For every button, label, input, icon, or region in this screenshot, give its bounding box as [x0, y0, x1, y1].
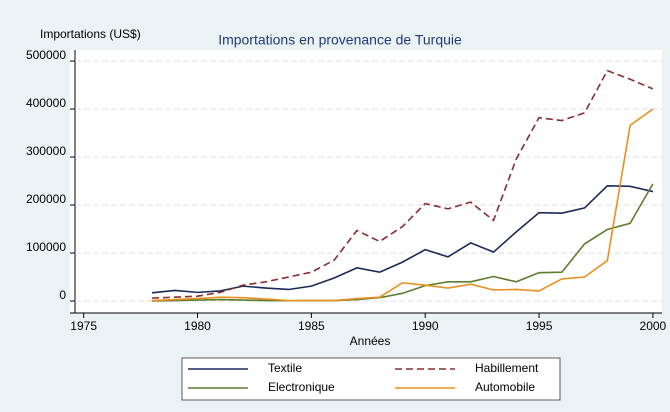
y-tick-label: 100000: [26, 240, 66, 254]
y-tick-label: 400000: [26, 96, 66, 110]
x-tick-label: 1990: [412, 319, 439, 333]
legend-label: Electronique: [268, 380, 335, 394]
y-axis-label: Importations (US$): [40, 27, 141, 41]
x-axis-label: Années: [350, 334, 391, 348]
x-tick-label: 1975: [70, 319, 97, 333]
x-tick-label: 1985: [298, 319, 325, 333]
x-tick-label: 1980: [184, 319, 211, 333]
legend-label: Habillement: [475, 361, 539, 375]
legend: [181, 357, 561, 401]
series-line: [151, 108, 654, 302]
y-tick-label: 300000: [26, 144, 66, 158]
legend-label: Automobile: [475, 380, 535, 394]
y-tick-label: 500000: [26, 48, 66, 62]
legend-label: Textile: [268, 361, 302, 375]
series-line: [151, 185, 654, 294]
y-tick-label: 200000: [26, 192, 66, 206]
series-line: [151, 183, 654, 302]
y-tick-label: 0: [59, 288, 66, 302]
plot-area: [70, 50, 662, 313]
x-tick-label: 1995: [526, 319, 553, 333]
chart-title: Importations en provenance de Turquie: [218, 32, 462, 48]
series-line: [151, 69, 654, 299]
x-tick-label: 2000: [640, 319, 667, 333]
